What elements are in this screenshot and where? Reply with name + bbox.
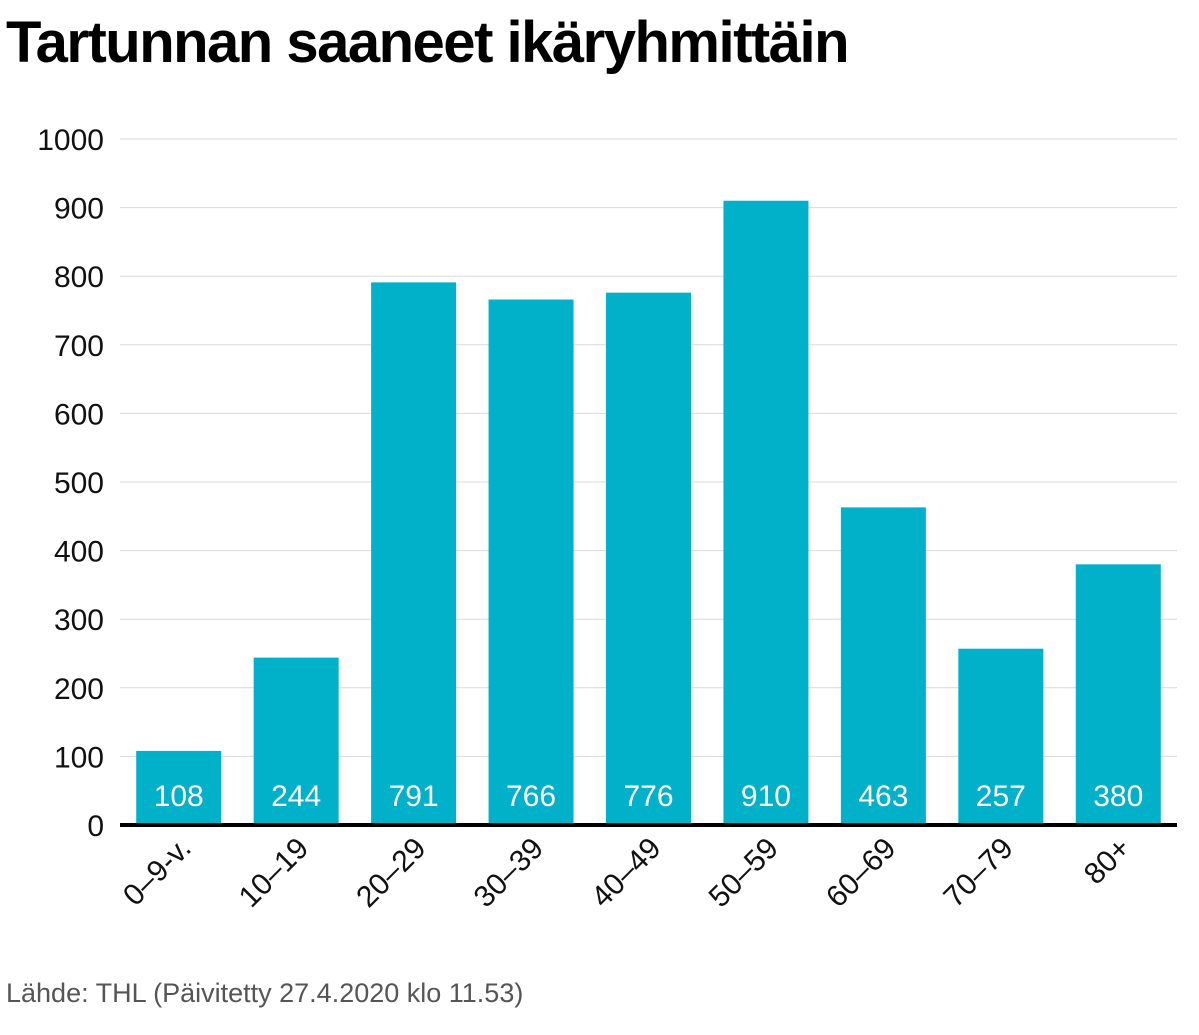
y-tick-label: 300 xyxy=(54,604,104,637)
x-tick-label: 40–49 xyxy=(585,832,667,914)
bar-data-label: 766 xyxy=(506,780,556,813)
x-axis-ticks: 0–9-v. 10–19 20–29 30–39 40–49 50–59 60–69 70–7… xyxy=(117,832,1137,914)
y-tick-label: 100 xyxy=(54,741,104,774)
bar-data-label: 244 xyxy=(271,780,321,813)
x-tick-label: 0–9-v. xyxy=(117,832,198,913)
bar-60-69 xyxy=(840,507,926,825)
y-tick-label: 400 xyxy=(54,536,104,569)
bar-data-labels: 108 244 791 766 776 910 463 257 380 xyxy=(154,780,1144,813)
bar-20-29 xyxy=(371,282,457,825)
bar-data-label: 257 xyxy=(976,780,1026,813)
bars xyxy=(136,200,1161,826)
chart-title: Tartunnan saaneet ikäryhmittäin xyxy=(6,10,850,75)
y-tick-label: 800 xyxy=(54,261,104,294)
bar-data-label: 463 xyxy=(858,780,908,813)
x-tick-label: 10–19 xyxy=(233,832,315,914)
bar-10-19 xyxy=(253,657,339,825)
y-tick-label: 200 xyxy=(54,673,104,706)
y-tick-label: 1000 xyxy=(37,124,104,157)
x-tick-label: 60–69 xyxy=(820,832,902,914)
source-note: Lähde: THL (Päivitetty 27.4.2020 klo 11.… xyxy=(6,978,524,1008)
bar-50-59 xyxy=(723,200,809,826)
bar-chart: 0 100 200 300 400 500 600 700 800 900 1000 108 244 7… xyxy=(37,124,1177,914)
x-tick-label: 20–29 xyxy=(350,832,432,914)
x-tick-label: 80+ xyxy=(1078,832,1137,891)
y-axis-ticks: 0 100 200 300 400 500 600 700 800 900 1000 xyxy=(37,124,104,843)
y-tick-label: 900 xyxy=(54,193,104,226)
bar-data-label: 791 xyxy=(389,780,439,813)
bar-data-label: 910 xyxy=(741,780,791,813)
bar-data-label: 380 xyxy=(1093,780,1143,813)
y-tick-label: 600 xyxy=(54,398,104,431)
y-tick-label: 0 xyxy=(87,810,104,843)
bar-40-49 xyxy=(606,292,691,825)
bar-0-9-v- xyxy=(136,750,222,825)
bar-30-39 xyxy=(488,299,574,825)
y-tick-label: 700 xyxy=(54,330,104,363)
x-tick-label: 70–79 xyxy=(937,832,1019,914)
bar-70-79 xyxy=(958,648,1044,825)
x-tick-label: 30–39 xyxy=(468,832,550,914)
bar-data-label: 108 xyxy=(154,780,204,813)
x-tick-label: 50–59 xyxy=(703,832,785,914)
bar-80+ xyxy=(1075,564,1161,825)
bar-data-label: 776 xyxy=(623,780,673,813)
y-tick-label: 500 xyxy=(54,467,104,500)
